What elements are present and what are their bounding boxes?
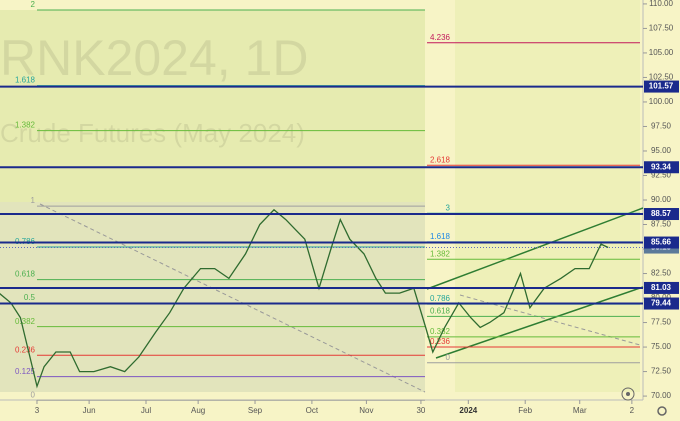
fib-label: 0.382 (15, 317, 36, 326)
y-tick-label: 82.50 (651, 269, 672, 278)
x-tick-label: 3 (35, 406, 40, 415)
level-box (644, 236, 679, 249)
channel-line (426, 207, 644, 290)
x-tick-label: 30 (416, 406, 425, 415)
fib-label: 1 (31, 196, 36, 205)
x-tick-label: Sep (248, 406, 263, 415)
fib-label: 2 (31, 0, 36, 9)
gear-icon[interactable] (657, 406, 667, 416)
level-label: 93.34 (651, 162, 672, 171)
y-tick-label: 92.50 (651, 171, 672, 180)
fib-label: 1.618 (15, 76, 36, 85)
fib-label: 4.236 (430, 33, 451, 42)
y-tick-label: 107.50 (649, 24, 674, 33)
watermark-description: Crude Futures (May 2024) (0, 118, 305, 148)
y-tick-label: 95.00 (651, 146, 672, 155)
level-label: 79.44 (651, 299, 672, 308)
fib-label: 0.382 (430, 327, 451, 336)
y-tick-label: 77.50 (651, 318, 672, 327)
trend-line (39, 203, 426, 393)
y-tick-label: 102.50 (649, 73, 674, 82)
fib-label: 1.618 (430, 232, 451, 241)
fib-label: 0.236 (430, 337, 451, 346)
y-tick-label: 97.50 (651, 122, 672, 131)
x-tick-label: Jul (141, 406, 151, 415)
y-tick-label: 72.50 (651, 367, 672, 376)
level-box (644, 80, 679, 93)
x-tick-label: 2024 (459, 406, 477, 415)
fib-label: 1.382 (430, 249, 451, 258)
fib-label: 1.382 (15, 121, 36, 130)
y-tick-label: 105.00 (649, 48, 674, 57)
channel-line (435, 286, 644, 359)
x-tick-label: Mar (573, 406, 587, 415)
y-tick-label: 110.00 (649, 0, 673, 8)
price-line (0, 208, 609, 389)
x-tick-label: Aug (191, 406, 205, 415)
level-label: 85.66 (651, 238, 672, 247)
watermark-symbol: RNK2024, 1D (0, 30, 309, 86)
logo-icon[interactable] (621, 387, 635, 401)
fib-zone-left-lower (0, 202, 425, 392)
level-box (644, 281, 679, 294)
fib-label: 0.125 (15, 367, 36, 376)
x-tick-label: Nov (359, 406, 373, 415)
x-tick-label: Jun (83, 406, 96, 415)
level-label: 101.57 (649, 82, 674, 91)
fib-label: 0 (446, 353, 451, 362)
y-tick-label: 87.50 (651, 220, 672, 229)
fib-label: 2.618 (430, 155, 451, 164)
fib-label: 0.618 (15, 270, 36, 279)
y-tick-label: 90.00 (651, 195, 672, 204)
level-label: 81.03 (651, 283, 672, 292)
x-tick-label: Feb (518, 406, 532, 415)
level-box (644, 297, 679, 310)
fib-label: 3 (446, 203, 451, 212)
level-box (644, 208, 679, 221)
y-tick-label: 70.00 (651, 391, 672, 400)
level-box (644, 161, 679, 174)
fib-label: 0.786 (430, 294, 451, 303)
x-tick-label: Oct (306, 406, 319, 415)
level-label: 88.57 (651, 209, 672, 218)
fib-label: 0.236 (15, 345, 36, 354)
fib-label: 0.5 (24, 293, 36, 302)
y-tick-label: 75.00 (651, 342, 672, 351)
fib-zone-right (455, 0, 640, 392)
x-tick-label: 2 (630, 406, 635, 415)
fib-label: 0.618 (430, 306, 451, 315)
y-tick-label: 100.00 (649, 97, 674, 106)
fib-label: 0 (31, 390, 36, 399)
